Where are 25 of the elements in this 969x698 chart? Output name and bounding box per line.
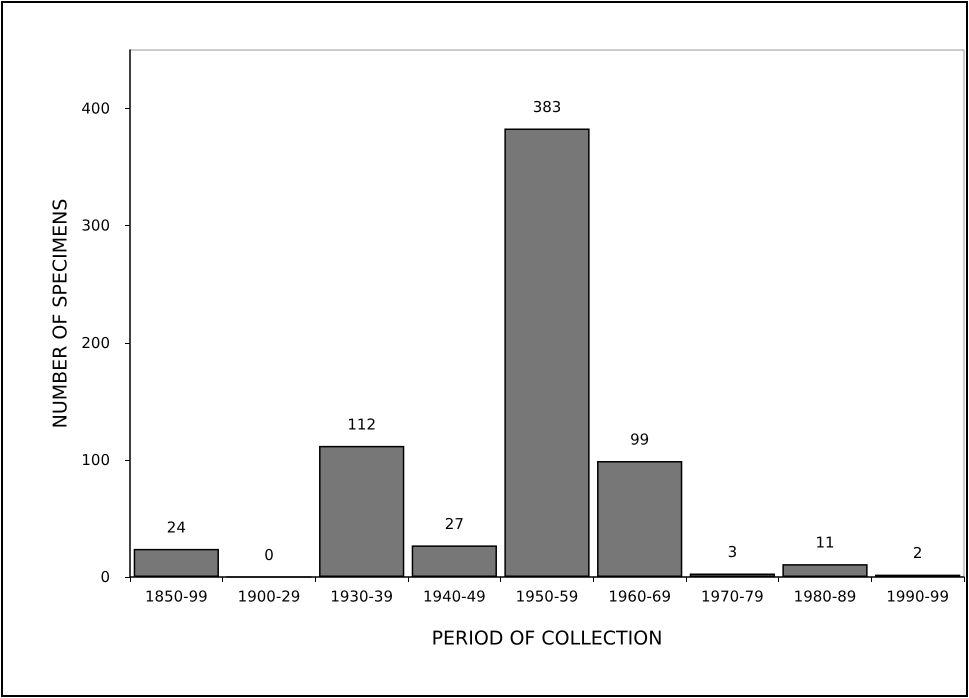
data-label: 24 — [166, 518, 186, 536]
y-tick-label: 400 — [81, 100, 110, 118]
data-label: 383 — [532, 98, 562, 116]
y-tick-label: 0 — [100, 568, 110, 586]
x-tick-label: 1960-69 — [608, 588, 672, 606]
data-label: 0 — [264, 546, 274, 564]
data-label: 2 — [912, 544, 922, 562]
y-axis-title: NUMBER OF SPECIMENS — [50, 198, 72, 428]
data-label: 112 — [347, 415, 376, 434]
data-label: 11 — [815, 534, 835, 552]
x-tick-label: 1940-49 — [422, 588, 486, 606]
data-label: 27 — [444, 514, 464, 533]
x-tick-label: 1980-89 — [794, 588, 856, 606]
x-tick-label: 1930-39 — [330, 588, 394, 606]
x-tick-label: 1990-99 — [886, 588, 950, 606]
x-tick-label: 1950-59 — [516, 588, 578, 606]
x-tick-label: 1850-99 — [144, 588, 208, 606]
data-label: 99 — [630, 430, 650, 449]
x-tick-label: 1970-79 — [700, 588, 764, 606]
data-label: 3 — [728, 542, 738, 561]
x-tick-label: 1900-29 — [238, 588, 300, 606]
y-tick-label: 300 — [81, 216, 110, 235]
y-tick-label: 200 — [81, 334, 110, 352]
x-axis-title: PERIOD OF COLLECTION — [432, 628, 662, 650]
y-tick-label: 100 — [81, 450, 110, 469]
